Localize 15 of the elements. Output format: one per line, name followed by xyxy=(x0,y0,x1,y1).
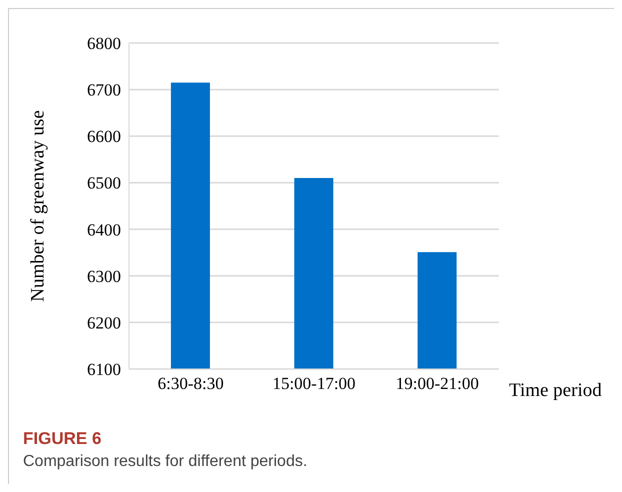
x-tick-label: 19:00-21:00 xyxy=(396,374,479,394)
y-tick-label: 6100 xyxy=(87,360,121,380)
x-tick-label: 15:00-17:00 xyxy=(272,374,356,394)
y-tick-label: 6200 xyxy=(87,313,121,332)
text: Comparison results for different periods. xyxy=(23,453,308,471)
y-tick-label: 6500 xyxy=(87,174,121,193)
y-tick-label: 6300 xyxy=(87,266,121,286)
x-axis-title: Time period xyxy=(509,380,602,402)
text: FIGURE 6 xyxy=(23,429,102,449)
y-tick-label: 6400 xyxy=(87,220,121,240)
y-axis-title: Number of greenway use xyxy=(28,110,49,302)
y-tick-label: 6600 xyxy=(87,127,121,146)
y-tick-label: 6700 xyxy=(87,80,121,100)
x-tick-label: 6:30-8:30 xyxy=(158,374,224,394)
y-tick-label: 6800 xyxy=(87,34,121,54)
